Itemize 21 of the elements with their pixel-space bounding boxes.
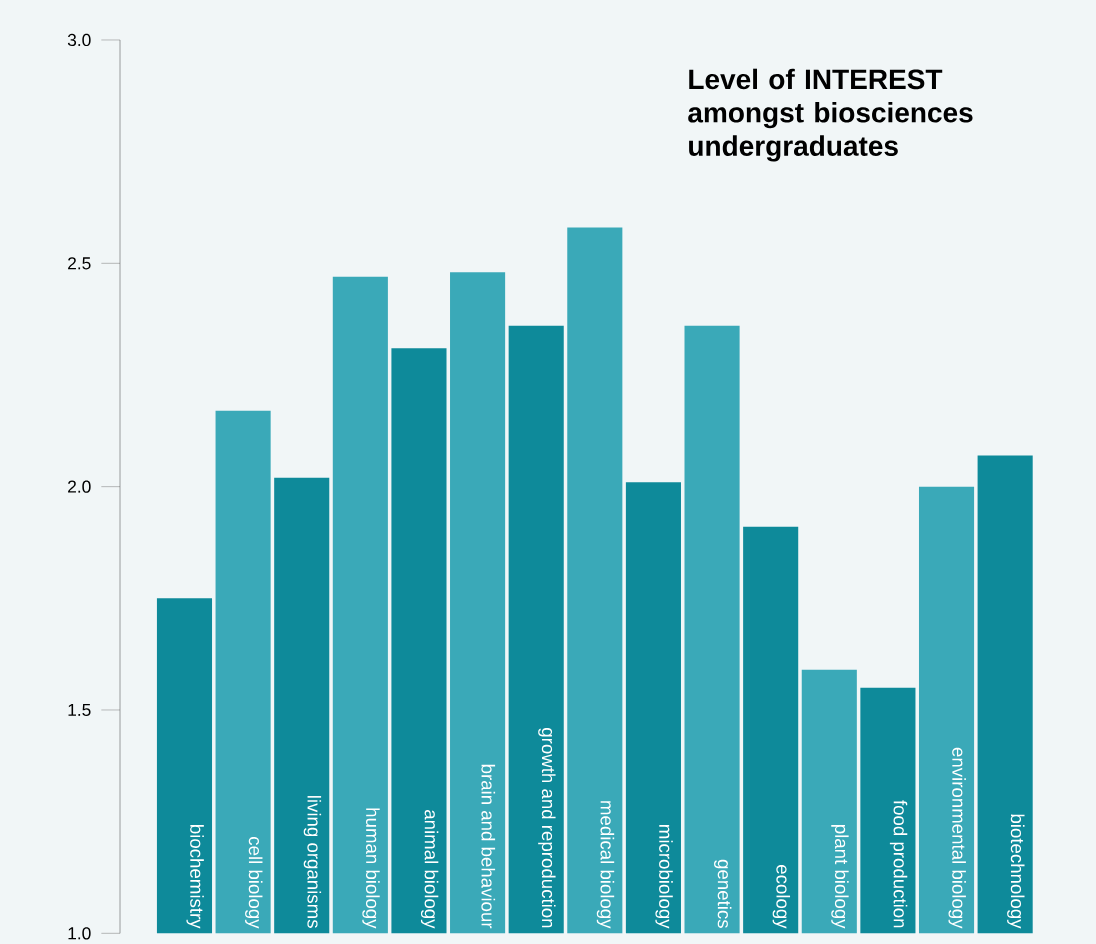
x-tick-label: biochemistry	[186, 825, 204, 929]
x-tick-label: medical biology	[596, 801, 615, 929]
y-tick-label: 1.5	[68, 703, 91, 717]
x-tick-label: animal biology	[420, 810, 439, 929]
y-tick-label: 2.0	[68, 480, 91, 493]
y-tick-label: 3.0	[67, 33, 91, 47]
x-tick-label: plant biology	[831, 825, 849, 929]
x-tick-label: human biology	[362, 808, 380, 929]
y-tick-label: 2.5	[68, 257, 91, 270]
x-tick-label: cell biology	[245, 837, 263, 929]
text: Level of INTEREST amongst biosciences undergraduates	[688, 68, 973, 162]
y-tick-label: 1.0	[68, 927, 91, 940]
x-tick-label: environmental biology	[948, 747, 966, 929]
x-tick-label: growth and reproduction	[538, 728, 556, 928]
x-tick-label: genetics	[714, 859, 732, 928]
x-tick-label: brain and behaviour	[481, 764, 496, 929]
x-tick-label: biotechnology	[1007, 814, 1025, 929]
x-tick-label: ecology	[772, 865, 791, 929]
x-tick-label: microbiology	[655, 825, 673, 929]
x-tick-label: living organisms	[303, 796, 322, 928]
x-tick-label: food production	[889, 800, 908, 928]
